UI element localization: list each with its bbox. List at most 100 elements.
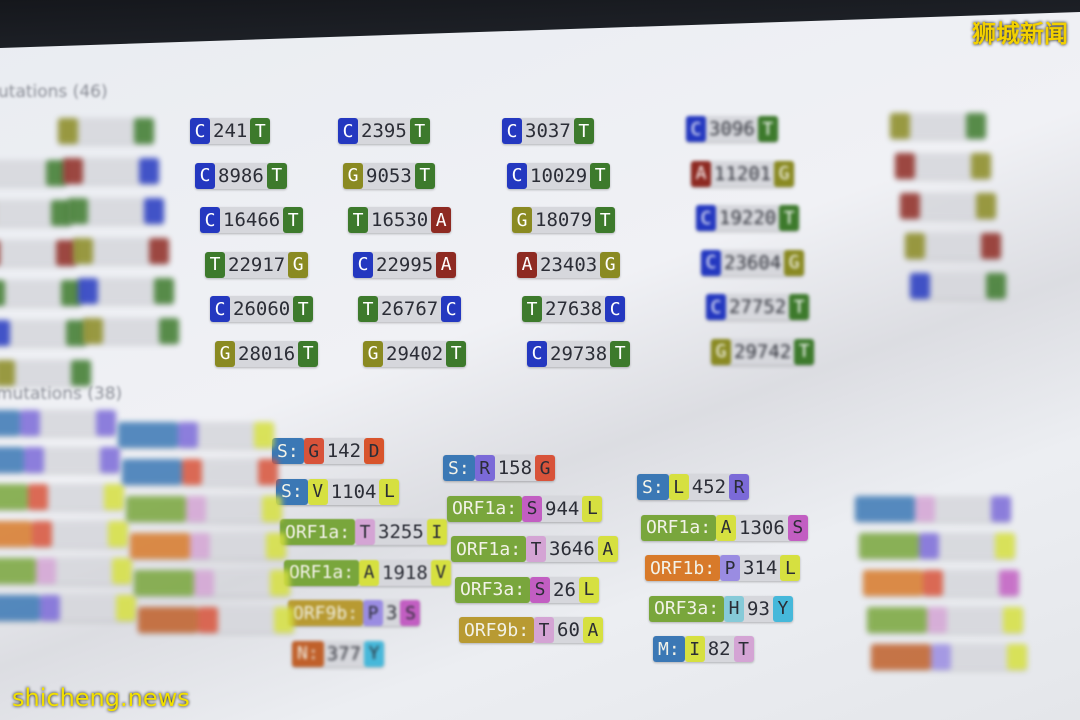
mutation-chip[interactable]: S: R 158 G <box>443 455 556 481</box>
blurred-mutation-chip[interactable] <box>0 160 66 186</box>
position-blurred <box>210 533 266 559</box>
gene-label: S: <box>637 474 669 500</box>
mutation-chip[interactable]: ORF3a: S 26 L <box>455 576 599 603</box>
blurred-mutation-chip[interactable] <box>0 447 120 473</box>
mutation-chip[interactable]: C 27752 T <box>706 294 810 320</box>
mutation-chip[interactable]: A 23403 G <box>517 251 621 278</box>
mutation-chip[interactable]: C 16466 T <box>200 207 304 233</box>
blurred-mutation-chip[interactable] <box>78 278 174 304</box>
mutation-chip[interactable]: N:377 Y <box>292 640 385 667</box>
ref-aminoacid-blurred <box>198 607 218 633</box>
blurred-mutation-chip[interactable] <box>0 280 81 306</box>
alt-nucleotide-blurred <box>51 200 71 226</box>
blurred-mutation-chip[interactable] <box>68 198 164 224</box>
position: 10029 <box>530 164 588 187</box>
blurred-mutation-chip[interactable] <box>122 459 278 485</box>
mutation-chip[interactable]: C 26060 T <box>210 296 314 322</box>
blurred-mutation-chip[interactable] <box>0 521 128 547</box>
mutation-chip[interactable]: ORF9b: T 60 A <box>459 617 603 643</box>
position: 3096 <box>709 118 755 140</box>
mutation-chip[interactable]: C 29738 T <box>527 340 631 367</box>
alt-aminoacid-blurred <box>991 496 1011 522</box>
blurred-mutation-chip[interactable] <box>863 570 1019 596</box>
blurred-mutation-chip[interactable] <box>118 422 274 448</box>
gene-name: ORF1a <box>456 538 511 560</box>
alt-nucleotide-blurred <box>144 198 164 224</box>
blurred-mutation-chip[interactable] <box>58 118 154 144</box>
blurred-mutation-chip[interactable] <box>0 484 124 510</box>
mutation-chip[interactable]: S: L 452 R <box>637 474 750 500</box>
position: 26 <box>553 578 576 601</box>
blurred-mutation-chip[interactable] <box>0 595 136 621</box>
mutation-chip[interactable]: S: V 1104 L <box>276 478 400 505</box>
mutation-chip[interactable]: G 28016 T <box>215 340 319 367</box>
mutation-chip[interactable]: C 19220 T <box>696 205 800 231</box>
mutation-chip[interactable]: G 29742 T <box>711 338 815 365</box>
blurred-mutation-chip[interactable] <box>0 200 71 226</box>
blurred-mutation-chip[interactable] <box>0 410 116 436</box>
mutation-chip[interactable]: C 22995 A <box>353 251 457 278</box>
mutation-chip[interactable]: T 27638 C <box>522 296 626 322</box>
mutation-chip[interactable]: ORF1a: T 3255 I <box>280 519 447 545</box>
mutation-chip[interactable]: T 16530 A <box>348 207 452 233</box>
mutation-chip[interactable]: C 8986 T <box>195 162 287 189</box>
ref-nucleotide: T <box>205 251 225 278</box>
gene-name: ORF1a <box>452 498 507 519</box>
blurred-mutation-chip[interactable] <box>63 158 159 184</box>
position-blurred <box>925 233 981 259</box>
blurred-mutation-chip[interactable] <box>859 533 1015 559</box>
mutation-chip[interactable]: ORF3a: H 93 Y <box>649 595 793 622</box>
mutation-chip[interactable]: ORF1b: P 314 L <box>645 555 801 581</box>
ref-aminoacid: L <box>668 474 689 500</box>
mutation-chip[interactable]: C 2395 T <box>338 118 430 144</box>
blurred-mutation-chip[interactable] <box>138 607 294 633</box>
blurred-mutation-chip[interactable] <box>0 320 86 346</box>
blurred-mutation-chip[interactable] <box>910 273 1006 299</box>
mutation-chip[interactable]: C 10029 T <box>507 162 611 189</box>
mutation-chip[interactable]: C 241 T <box>190 118 271 144</box>
position-blurred <box>83 158 139 184</box>
blurred-mutation-chip[interactable] <box>890 113 986 139</box>
gene-name: ORF1a <box>285 521 340 543</box>
blurred-mutation-chip[interactable] <box>130 533 286 559</box>
mutation-chip[interactable]: G 18079 T <box>512 207 616 233</box>
blurred-mutation-chip[interactable] <box>126 496 282 522</box>
blurred-mutation-chip[interactable] <box>134 570 290 596</box>
alt-nucleotide-blurred <box>134 118 154 144</box>
blurred-mutation-chip[interactable] <box>73 238 169 264</box>
mutation-chip[interactable]: ORF1a: S 944 L <box>447 495 603 522</box>
blurred-mutation-chip[interactable] <box>855 496 1011 522</box>
mutation-chip[interactable]: C 23604 G <box>701 249 805 276</box>
ref-aminoacid: V <box>307 478 328 505</box>
position-blurred <box>951 644 1007 670</box>
blurred-mutation-chip[interactable] <box>895 153 991 179</box>
mutation-chip[interactable]: A 11201 G <box>691 160 795 187</box>
position-blurred <box>78 118 134 144</box>
mutation-chip[interactable]: S: G 142 D <box>272 438 385 464</box>
alt-nucleotide: T <box>266 162 287 189</box>
position: 26060 <box>233 298 291 320</box>
ref-nucleotide-blurred <box>0 320 10 346</box>
alt-aminoacid: V <box>430 559 451 586</box>
mutation-chip[interactable]: ORF1a: A 1306 S <box>641 514 808 541</box>
blurred-mutation-chip[interactable] <box>0 558 132 584</box>
blurred-mutation-chip[interactable] <box>900 193 996 219</box>
blurred-mutation-chip[interactable] <box>0 240 76 266</box>
mutation-chip[interactable]: ORF1a: A 1918 V <box>284 559 451 586</box>
blurred-mutation-chip[interactable] <box>871 644 1027 670</box>
mutation-chip[interactable]: ORF9b: P 3 S <box>288 600 421 626</box>
ref-nucleotide: C <box>527 340 547 367</box>
mutation-chip[interactable]: ORF1a: T 3646 A <box>451 536 618 562</box>
mutation-chip[interactable]: C 3096 T <box>686 116 778 142</box>
position-blurred <box>40 410 96 436</box>
blurred-mutation-chip[interactable] <box>905 233 1001 259</box>
mutation-chip[interactable]: G 29402 T <box>363 340 467 367</box>
mutation-chip[interactable]: T 26767 C <box>358 296 462 322</box>
blurred-mutation-chip[interactable] <box>0 360 91 386</box>
mutation-chip[interactable]: G 9053 T <box>343 162 435 189</box>
blurred-mutation-chip[interactable] <box>83 318 179 344</box>
blurred-mutation-chip[interactable] <box>867 607 1023 633</box>
mutation-chip[interactable]: C 3037 T <box>502 118 594 144</box>
mutation-chip[interactable]: T 22917 G <box>205 251 309 278</box>
mutation-chip[interactable]: M: I 82 T <box>653 636 754 662</box>
